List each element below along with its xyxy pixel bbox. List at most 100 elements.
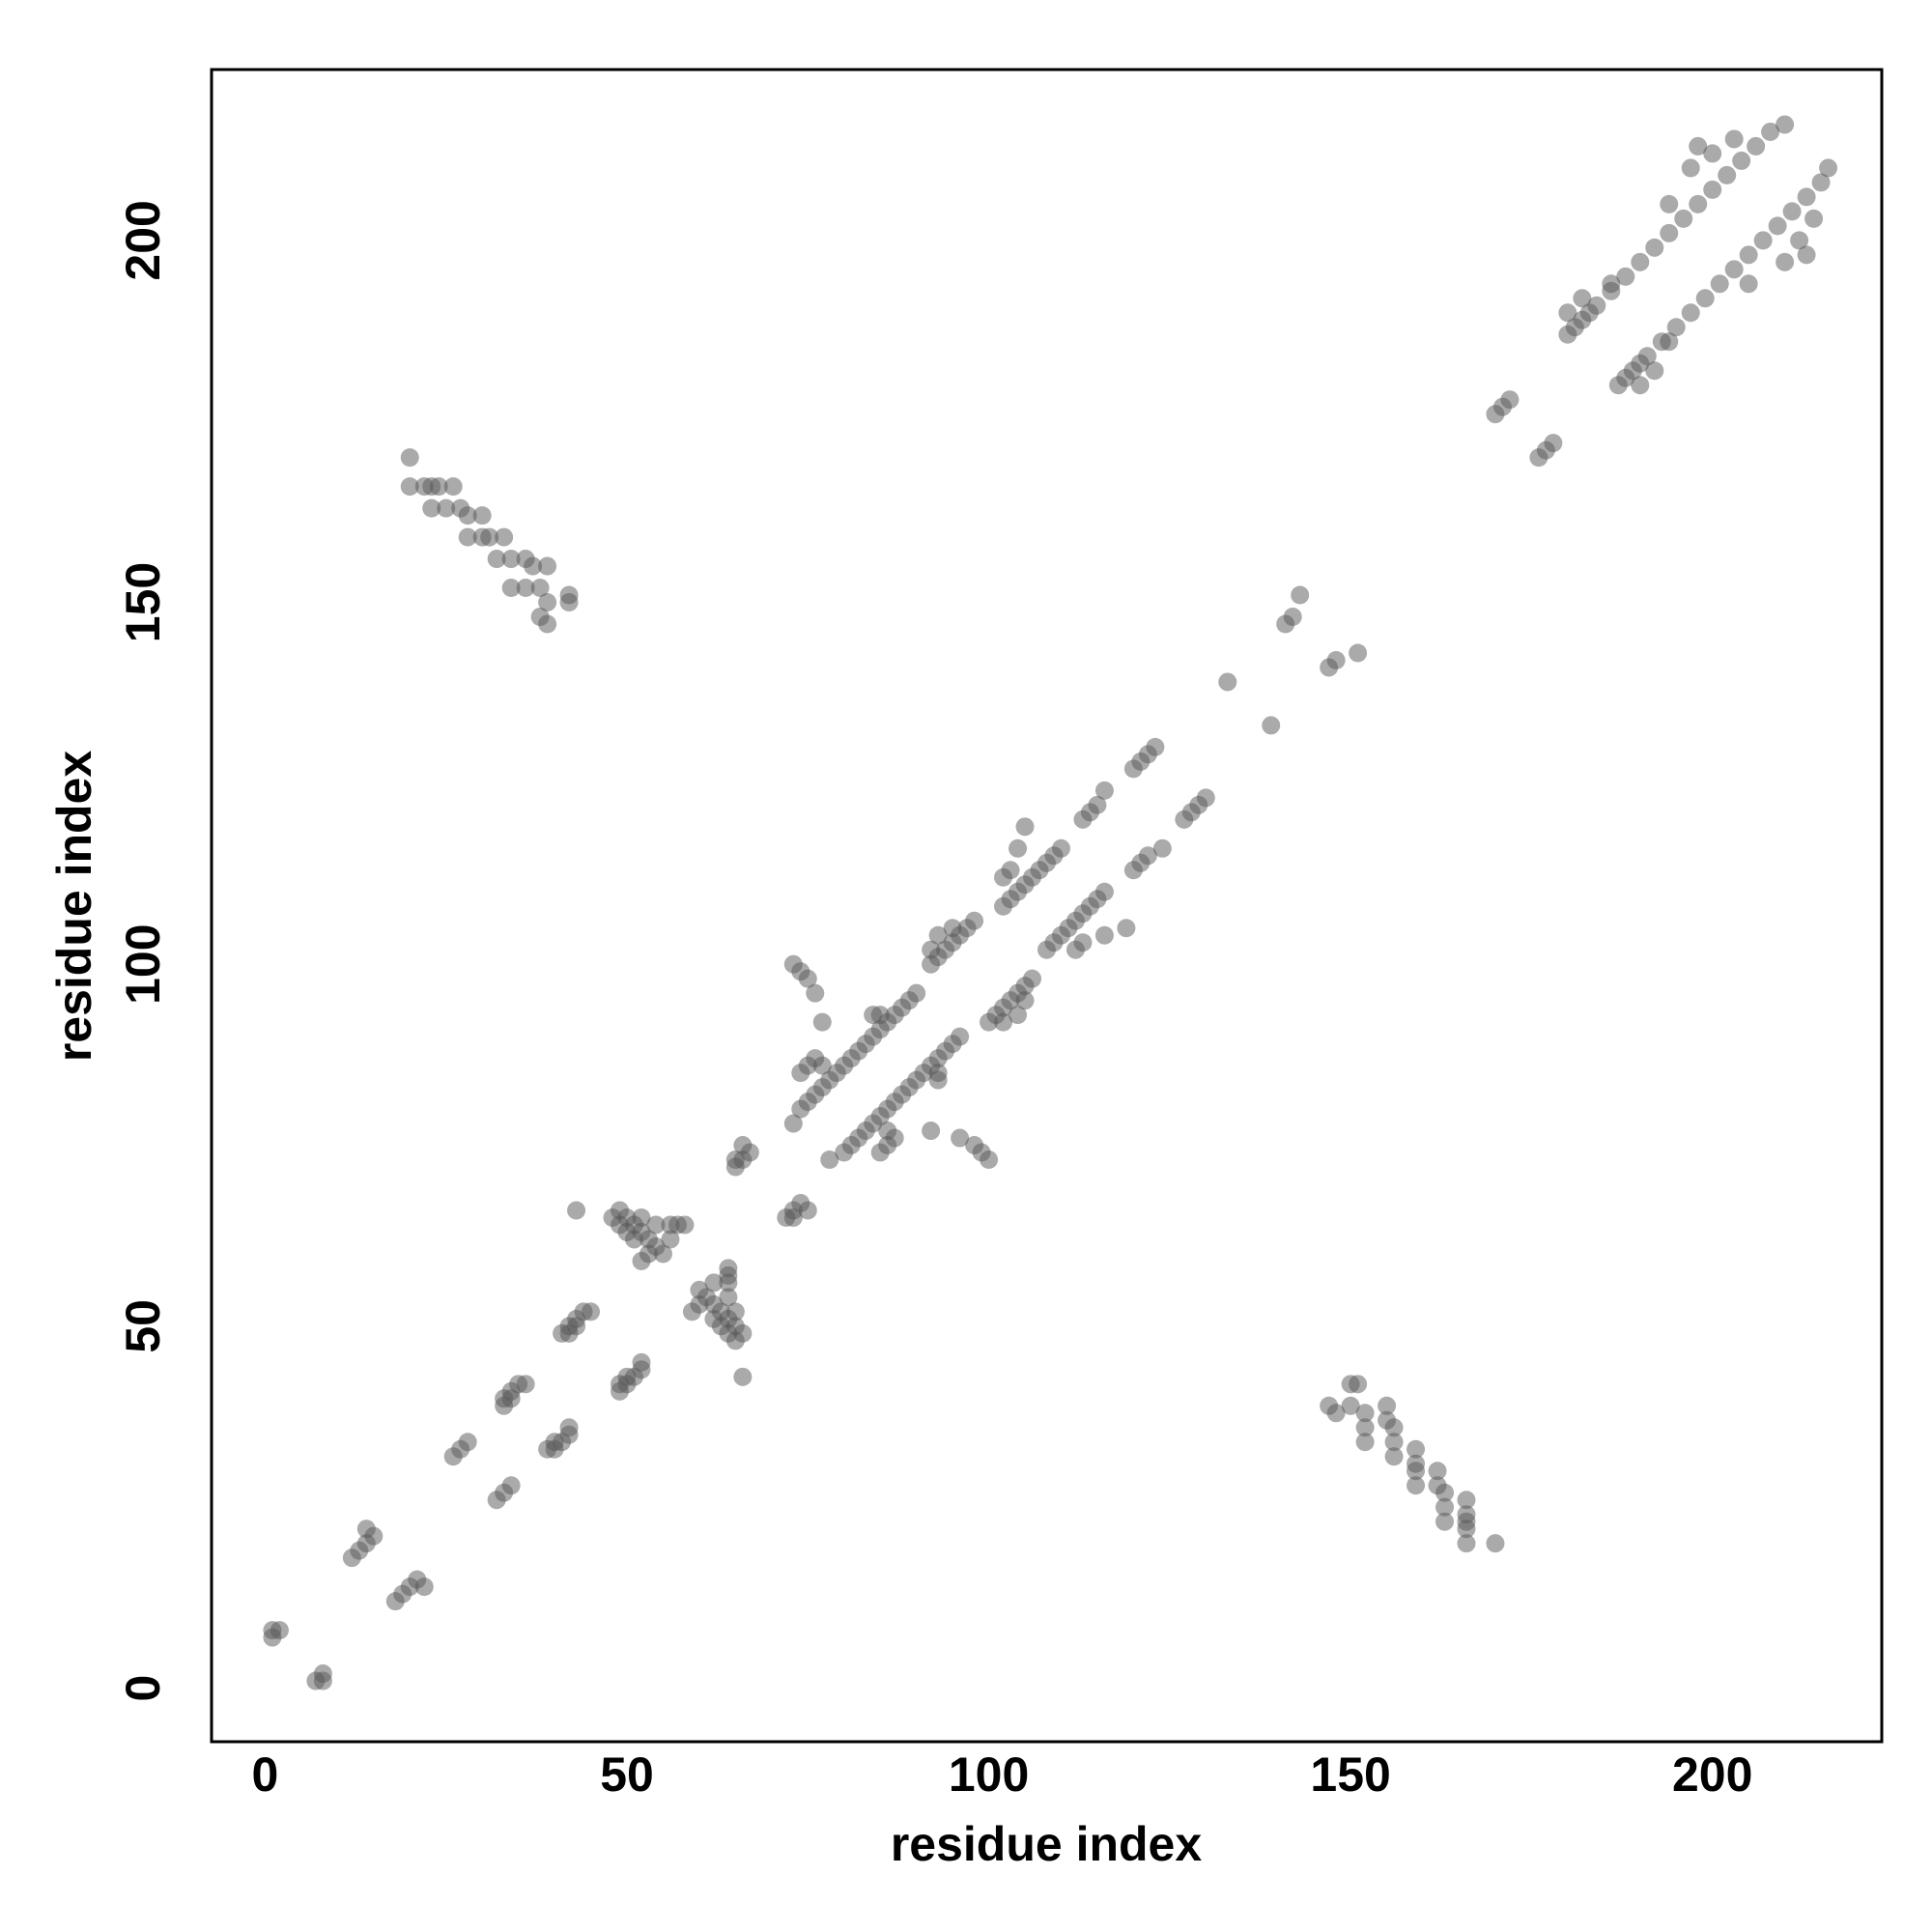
point bbox=[617, 1222, 637, 1241]
point bbox=[480, 527, 499, 547]
point bbox=[1500, 390, 1520, 410]
point bbox=[1088, 795, 1107, 814]
point bbox=[1660, 194, 1679, 213]
point bbox=[928, 925, 948, 945]
point bbox=[1015, 817, 1035, 837]
point bbox=[965, 911, 984, 930]
point bbox=[1724, 129, 1744, 149]
point bbox=[1320, 1396, 1339, 1415]
point bbox=[524, 556, 543, 576]
point bbox=[711, 1317, 730, 1336]
x-tick-label: 100 bbox=[949, 1747, 1029, 1802]
point bbox=[458, 506, 477, 526]
point bbox=[400, 477, 419, 497]
point bbox=[951, 1128, 970, 1148]
point bbox=[1689, 194, 1708, 213]
point bbox=[719, 1288, 738, 1307]
x-tick-label: 150 bbox=[1310, 1747, 1390, 1802]
point bbox=[1051, 838, 1070, 858]
point bbox=[1724, 260, 1744, 279]
point bbox=[1355, 1418, 1375, 1437]
point bbox=[661, 1230, 680, 1249]
point bbox=[1666, 318, 1686, 337]
point bbox=[538, 556, 557, 576]
point bbox=[661, 1215, 680, 1235]
point bbox=[1703, 180, 1722, 199]
point bbox=[878, 1122, 897, 1141]
point bbox=[1790, 231, 1809, 250]
point bbox=[458, 527, 477, 547]
point bbox=[1015, 991, 1035, 1010]
point bbox=[1776, 252, 1795, 271]
point bbox=[820, 1151, 839, 1170]
point bbox=[798, 1201, 817, 1220]
point bbox=[922, 1122, 941, 1141]
point bbox=[1009, 838, 1028, 858]
point bbox=[559, 593, 579, 612]
point bbox=[1645, 361, 1664, 381]
point bbox=[1558, 303, 1577, 323]
point bbox=[719, 1273, 738, 1293]
point bbox=[1637, 347, 1657, 366]
point bbox=[1695, 289, 1715, 308]
point bbox=[798, 969, 817, 988]
point bbox=[1776, 115, 1795, 134]
point bbox=[682, 1302, 701, 1321]
point bbox=[1602, 274, 1621, 294]
point bbox=[567, 1201, 586, 1220]
point bbox=[1739, 274, 1758, 294]
y-tick-label: 50 bbox=[116, 1299, 170, 1353]
point bbox=[907, 983, 926, 1003]
point bbox=[1811, 173, 1831, 192]
point bbox=[501, 550, 521, 569]
point bbox=[1689, 136, 1708, 156]
point bbox=[458, 1433, 477, 1452]
y-tick-label: 150 bbox=[116, 562, 170, 642]
point bbox=[545, 1433, 564, 1452]
point bbox=[1146, 737, 1165, 756]
point bbox=[653, 1244, 672, 1264]
point bbox=[1804, 209, 1824, 228]
point bbox=[719, 1259, 738, 1278]
point bbox=[1710, 274, 1729, 294]
point bbox=[1631, 376, 1650, 395]
y-tick-label: 0 bbox=[116, 1675, 170, 1702]
x-axis-label: residue index bbox=[891, 1817, 1203, 1871]
point bbox=[422, 498, 441, 518]
point bbox=[1138, 846, 1157, 866]
points-layer bbox=[263, 115, 1838, 1690]
point bbox=[1819, 158, 1838, 178]
point bbox=[1009, 1006, 1028, 1025]
point bbox=[530, 579, 550, 598]
point bbox=[922, 940, 941, 959]
point bbox=[1457, 1534, 1476, 1553]
point bbox=[414, 1577, 434, 1597]
point bbox=[725, 1151, 745, 1170]
point bbox=[1486, 1534, 1505, 1553]
point bbox=[501, 579, 521, 598]
point bbox=[943, 919, 962, 938]
point bbox=[1753, 231, 1773, 250]
point bbox=[965, 1136, 984, 1155]
point bbox=[1616, 267, 1635, 286]
point bbox=[1703, 144, 1722, 163]
point bbox=[1718, 165, 1737, 185]
point bbox=[1768, 216, 1787, 236]
point bbox=[1341, 1396, 1360, 1415]
point bbox=[1326, 650, 1346, 669]
point bbox=[1291, 585, 1310, 605]
point bbox=[1117, 919, 1136, 938]
point bbox=[1681, 303, 1700, 323]
point bbox=[646, 1215, 666, 1235]
point bbox=[1739, 245, 1758, 265]
point bbox=[1406, 1476, 1426, 1495]
point bbox=[1732, 151, 1751, 170]
point bbox=[567, 1317, 586, 1336]
point bbox=[443, 477, 463, 497]
x-tick-label: 50 bbox=[600, 1747, 654, 1802]
y-tick-label: 100 bbox=[116, 923, 170, 1004]
x-tick-label: 200 bbox=[1672, 1747, 1752, 1802]
point bbox=[306, 1671, 326, 1690]
